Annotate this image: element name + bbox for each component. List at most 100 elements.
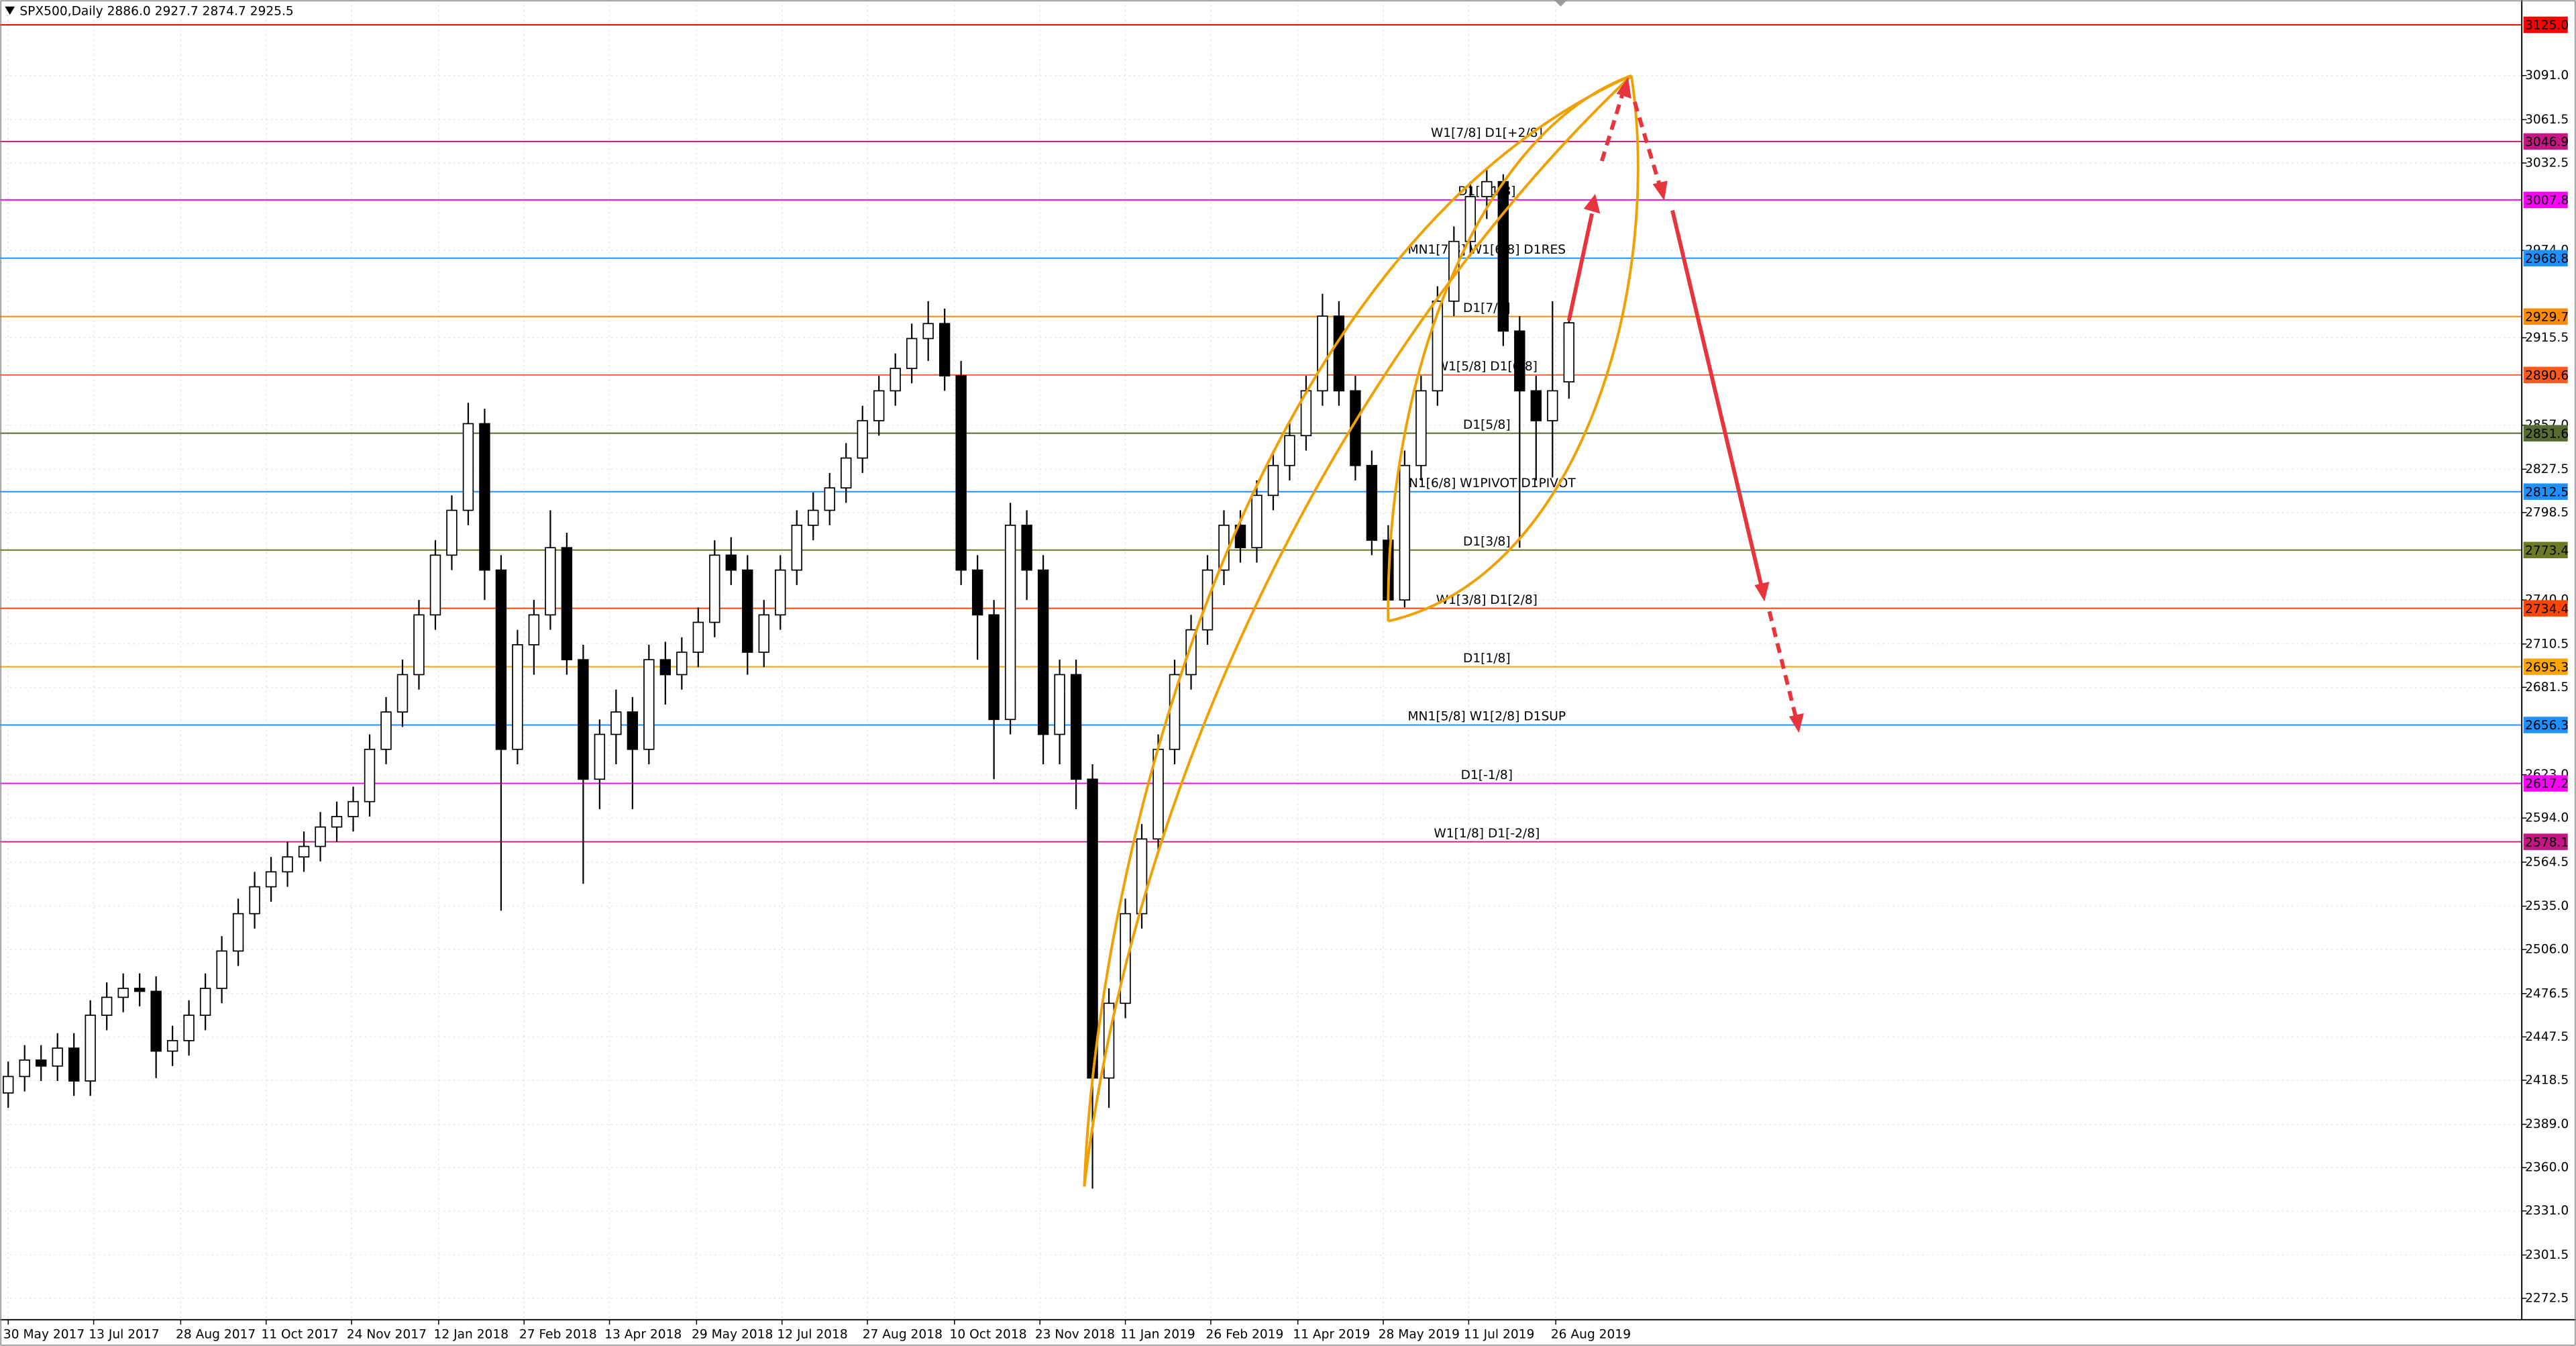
level-badge	[2523, 133, 2568, 150]
candle-body	[955, 375, 967, 571]
candle-body	[265, 871, 277, 888]
chart-title: SPX500,Daily 2886.0 2927.7 2874.7 2925.5	[19, 5, 293, 19]
candle-body	[1087, 778, 1098, 1079]
level-price: 2578.1	[2525, 835, 2569, 849]
candle-body	[758, 614, 769, 653]
y-tick-label: 3032.5	[2525, 156, 2569, 170]
level-price: 3046.9	[2525, 136, 2569, 150]
candle-body	[1317, 315, 1328, 392]
orange-arc	[1083, 74, 1633, 1187]
candle-body	[1563, 322, 1574, 382]
candle-body	[545, 547, 556, 616]
x-tick-label: 11 Oct 2017	[261, 1327, 338, 1341]
level-text: D1[-1/8]	[1461, 768, 1513, 782]
x-tick-label: 11 Jul 2019	[1464, 1327, 1534, 1341]
candle-body	[742, 569, 753, 653]
candle-body	[3, 1076, 14, 1094]
level-badge	[2523, 191, 2568, 209]
candle-body	[578, 659, 589, 780]
candle-body	[659, 659, 672, 676]
drawings	[1083, 74, 1804, 1187]
level-badge	[2523, 16, 2568, 34]
candle-body	[380, 711, 392, 750]
candle-body	[68, 1047, 80, 1082]
candle-body	[890, 368, 901, 392]
level-badge	[2523, 541, 2568, 559]
arrow-head	[1616, 77, 1631, 99]
x-tick-label: 13 Jul 2017	[89, 1327, 159, 1341]
x-tick-label: 27 Aug 2018	[863, 1327, 943, 1341]
candle-body	[1021, 524, 1032, 571]
candle-body	[1399, 464, 1411, 601]
level-text: MN1[5/8] W1[2/8] D1SUP	[1408, 710, 1566, 724]
level-price: 2656.3	[2525, 719, 2569, 733]
red-arrow	[1632, 101, 1662, 185]
candle-body	[1514, 330, 1525, 392]
candle-body	[315, 826, 326, 847]
level-price: 2851.6	[2525, 427, 2569, 441]
candle-body	[1530, 390, 1542, 421]
level-badge	[2523, 600, 2568, 617]
grid	[0, 0, 2522, 1320]
candle-body	[413, 614, 425, 676]
level-price: 3007.8	[2525, 194, 2569, 208]
level-price: 3125.0	[2525, 19, 2569, 33]
candle-body	[922, 323, 934, 340]
candle-body	[1037, 569, 1049, 735]
candle-body	[791, 524, 802, 571]
level-price: 2773.4	[2525, 543, 2569, 558]
x-tick-label: 29 May 2018	[692, 1327, 773, 1341]
levels: W1[7/8] D1[+2/8]D1[+1/8]MN1[7/8] W1[6/8]…	[0, 23, 2522, 843]
red-arrow	[1767, 611, 1798, 717]
y-tick-label: 2827.5	[2525, 462, 2569, 476]
candle-body	[512, 644, 523, 750]
candle-body	[133, 988, 146, 992]
arrow-head	[1788, 713, 1804, 733]
red-arrow	[1566, 213, 1594, 321]
candle-body	[101, 996, 113, 1016]
y-tick-label: 2915.5	[2525, 331, 2569, 345]
candle-body	[988, 614, 1000, 721]
candle-body	[709, 554, 720, 623]
candle-body	[117, 988, 129, 998]
candle-body	[1234, 524, 1246, 549]
candle-body	[429, 554, 441, 616]
level-badge	[2523, 833, 2568, 850]
x-tick-label: 12 Jan 2018	[434, 1327, 509, 1341]
red-arrow	[1670, 209, 1764, 586]
candle-body	[725, 554, 737, 571]
x-tick-label: 11 Jan 2019	[1120, 1327, 1195, 1341]
candle-body	[396, 674, 409, 713]
level-text: D1[1/8]	[1463, 652, 1511, 666]
candle-body	[282, 856, 293, 873]
candle-body	[1366, 464, 1378, 541]
candle-body	[331, 816, 343, 828]
level-text: D1[5/8]	[1463, 418, 1511, 432]
candle-body	[938, 323, 951, 377]
y-tick-label: 2506.0	[2525, 943, 2569, 957]
y-tick-label: 2535.0	[2525, 899, 2569, 913]
candle-body	[232, 913, 244, 952]
candle-body	[1070, 674, 1082, 780]
shift-marker	[1554, 0, 1568, 7]
candles	[3, 169, 1574, 1189]
x-tick-label: 27 Feb 2018	[519, 1327, 597, 1341]
level-price: 2617.2	[2525, 777, 2569, 791]
y-tick-label: 2301.5	[2525, 1248, 2569, 1262]
y-tick-label: 3091.0	[2525, 68, 2569, 83]
candle-body	[183, 1015, 195, 1041]
y-tick-label: 2564.5	[2525, 855, 2569, 869]
y-tick-label: 2272.5	[2525, 1291, 2569, 1305]
x-tick-label: 28 May 2019	[1379, 1327, 1460, 1341]
candle-body	[199, 988, 211, 1016]
y-tick-label: 2710.5	[2525, 637, 2569, 651]
level-badge	[2523, 308, 2568, 325]
candle-body	[857, 420, 868, 459]
y-tick-label: 2594.0	[2525, 811, 2569, 825]
candle-body	[1333, 315, 1345, 392]
